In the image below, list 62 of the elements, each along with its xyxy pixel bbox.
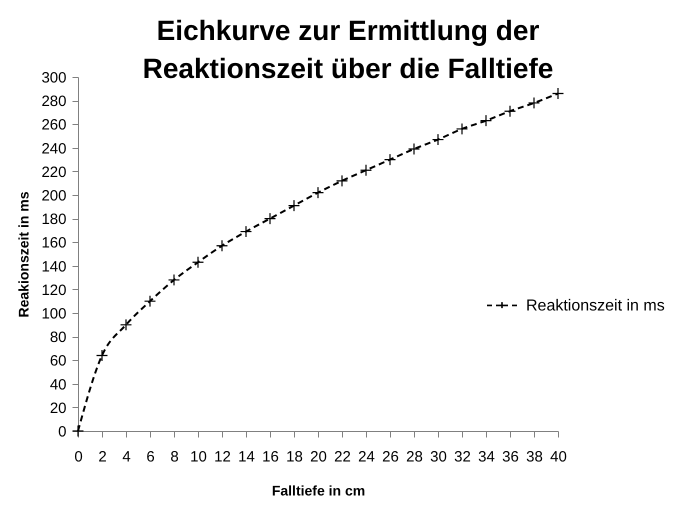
x-axis-title: Falltiefe in cm (272, 482, 366, 498)
y-tick-label: 160 (41, 234, 66, 252)
point (456, 122, 468, 135)
x-tick-label: 24 (358, 448, 375, 466)
point (288, 200, 300, 212)
y-axis-title: Reakionszeit in ms (15, 191, 32, 318)
point (264, 212, 276, 225)
x-tick-label: 40 (550, 448, 567, 466)
x-tick-label: 6 (146, 448, 155, 466)
point (336, 174, 348, 187)
point (408, 142, 420, 156)
x-tick-label: 28 (406, 448, 423, 466)
point (384, 154, 396, 166)
y-tick-label: 80 (50, 329, 66, 346)
point (192, 256, 204, 268)
y-tick-label: 300 (41, 70, 66, 86)
y-tick-label: 60 (50, 352, 66, 370)
x-tick-label: 34 (478, 448, 495, 466)
y-tick-label: 200 (41, 188, 66, 204)
point (360, 164, 372, 176)
y-tick-label: 0 (58, 424, 66, 440)
legend-label: Reaktionszeit in ms (526, 297, 665, 314)
y-tick-label: 220 (41, 164, 66, 181)
x-tick-label: 20 (310, 448, 327, 466)
x-tick-label: 16 (262, 448, 279, 466)
x-tick-label: 14 (238, 448, 255, 466)
x-tick-label: 12 (214, 448, 231, 466)
x-tick-label: 4 (122, 448, 131, 466)
point (432, 133, 444, 146)
y-tick-label: 240 (41, 140, 66, 158)
y-tick-label: 100 (41, 306, 66, 322)
point (144, 295, 156, 308)
y-tick-label: 180 (41, 211, 66, 228)
point (240, 226, 252, 238)
point (504, 105, 516, 118)
x-tick-label: 32 (454, 448, 471, 466)
point (216, 240, 228, 252)
y-tick-label: 40 (50, 376, 66, 394)
y-tick-label: 140 (41, 258, 66, 276)
point (480, 114, 492, 127)
x-tick-label: 30 (430, 448, 447, 466)
x-tick-label: 26 (382, 448, 399, 466)
point (528, 96, 540, 110)
x-tick-label: 36 (502, 448, 519, 466)
x-tick-label: 22 (334, 448, 351, 466)
point (312, 186, 324, 199)
x-tick-label: 10 (190, 448, 207, 466)
point (120, 318, 132, 331)
chart-title: Eichkurve zur Ermittlung der Reaktionszeit über die Falltiefe (142, 15, 554, 84)
x-tick-label: 18 (286, 448, 303, 466)
point (552, 87, 564, 100)
x-tick-label: 0 (74, 448, 83, 466)
y-tick-label: 260 (41, 116, 66, 134)
x-tick-label: 38 (526, 448, 543, 466)
point (168, 274, 180, 286)
point (96, 349, 108, 362)
y-tick-label: 120 (41, 282, 66, 299)
x-tick-label: 8 (170, 448, 179, 466)
y-tick-label: 280 (41, 93, 66, 110)
point (72, 424, 84, 438)
x-tick-label: 2 (98, 448, 107, 466)
y-tick-label: 20 (50, 400, 66, 417)
